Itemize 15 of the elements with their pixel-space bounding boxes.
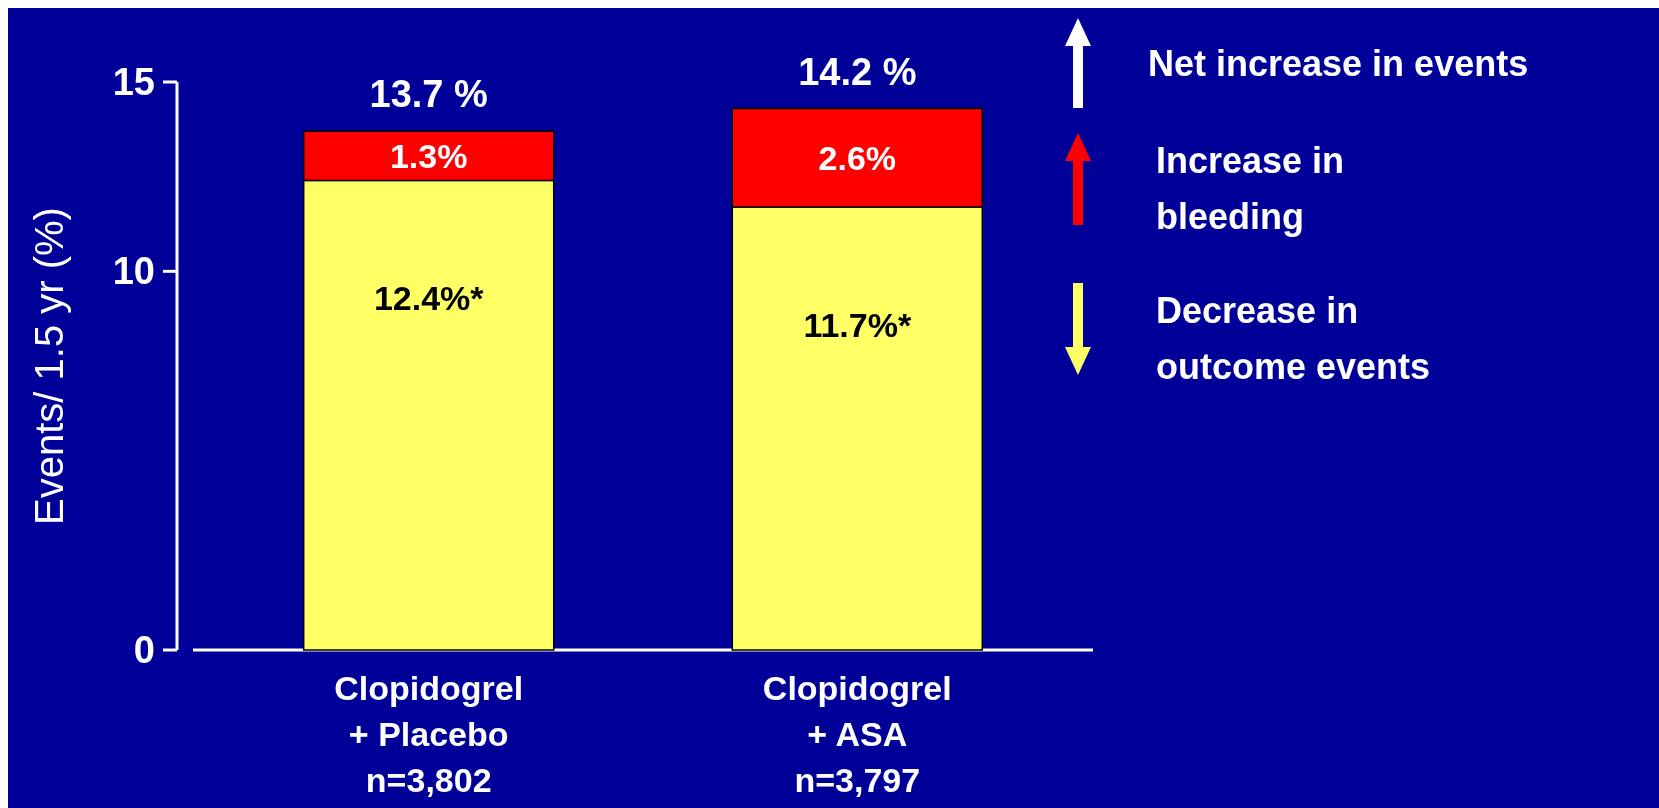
y-tick-label: 15 [112, 61, 155, 103]
y-tick-label: 10 [112, 250, 155, 293]
text: Decrease in outcome events [1156, 290, 1431, 387]
data-label: 12.4%* [373, 279, 485, 318]
x-tick-label: Clopidogrel + Placebo n=3,802 [334, 669, 524, 799]
data-label: 1.3% [389, 136, 468, 175]
data-label: 2.6% [818, 138, 897, 177]
text: Increase in bleeding [1156, 140, 1345, 237]
total-label: 14.2 % [798, 50, 917, 93]
y-tick-label: 0 [133, 629, 155, 671]
x-tick-label: Clopidogrel + ASA n=3,797 [762, 669, 952, 799]
text: Net increase in events [1148, 43, 1529, 84]
total-label: 13.7 % [369, 73, 488, 116]
y-axis-title: Events/ 1.5 yr (%) [27, 207, 71, 525]
data-label: 11.7%* [803, 305, 912, 344]
